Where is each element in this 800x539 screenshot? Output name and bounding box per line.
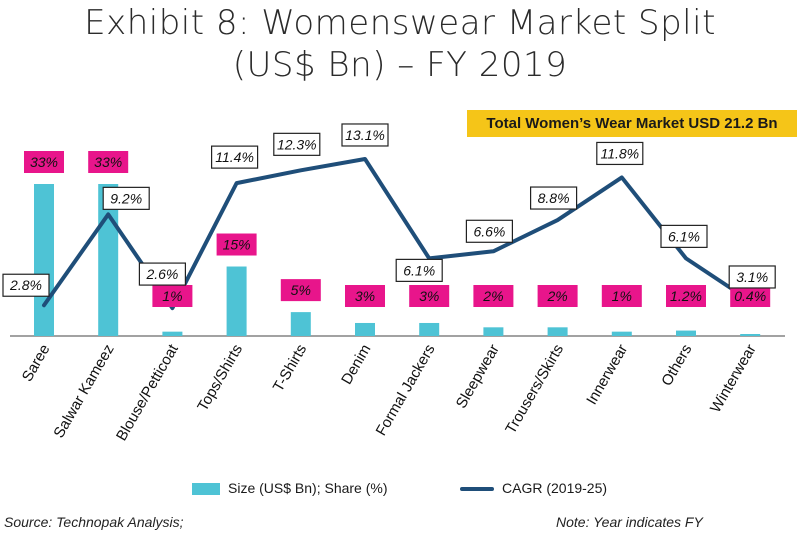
bar-6 [355,322,375,336]
legend-bar-label: Size (US$ Bn); Share (%) [228,480,388,496]
share-label-box-5 [280,279,321,302]
share-label-box-12 [730,285,771,307]
cagr-label-10: 11.8% [600,145,639,161]
category-label-11: Others [658,342,695,389]
share-label-9: 2% [546,288,567,304]
category-label-9: Trousers/Skirts [502,342,567,437]
legend-bar-swatch [192,483,220,496]
cagr-label-box-3 [138,262,186,286]
cagr-label-box-8 [465,219,513,243]
share-label-11: 1.2% [670,288,702,304]
cagr-label-box-9 [529,186,578,210]
legend-line: CAGR (2019-25) [460,480,607,496]
cagr-label-7: 6.1% [403,262,435,278]
bar-7 [419,322,440,336]
share-label-box-8 [473,285,514,307]
share-label-box-1 [24,151,64,173]
chart-title-line-1: Exhibit 8: Womenswear Market Split [84,3,716,43]
cagr-label-12: 3.1% [736,269,768,285]
cagr-label-9: 8.8% [538,190,570,206]
cagr-label-5: 12.3% [277,136,317,152]
category-label-2: Salwar Kameez [50,342,117,441]
share-label-1: 33% [30,154,58,170]
bar-10 [611,331,632,336]
share-label-box-4 [216,233,257,256]
cagr-label-box-1 [2,273,50,297]
cagr-label-6: 13.1% [345,127,385,143]
share-label-3: 1% [162,288,182,304]
share-label-12: 0.4% [734,288,766,304]
legend-line-swatch [460,487,494,492]
category-label-4: Tops/Shirts [194,342,246,415]
source-note: Source: Technopak Analysis; [4,514,184,530]
legend-line-label: CAGR (2019-25) [502,480,608,496]
chart-title-line-2: (US$ Bn) – FY 2019 [232,45,568,85]
bar-5 [290,312,311,336]
cagr-label-box-4 [211,145,259,169]
cagr-line [42,156,753,311]
category-label-10: Innerwear [583,341,631,407]
bar-4 [226,266,247,336]
cagr-label-box-10 [596,141,644,166]
bar-9 [547,327,568,336]
cagr-label-3: 2.6% [145,266,178,282]
cagr-label-box-5 [273,132,321,156]
cagr-label-box-7 [395,258,443,282]
share-label-box-9 [537,285,578,307]
cagr-label-4: 11.4% [215,149,254,165]
share-label-box-7 [409,285,450,307]
share-label-4: 15% [223,237,251,253]
share-label-box-11 [666,285,706,307]
category-label-12: Winterwear [707,342,760,416]
cagr-label-2: 9.2% [110,190,142,206]
cagr-label-1: 2.8% [9,277,42,293]
cagr-label-box-12 [728,265,776,289]
share-label-box-6 [345,285,385,307]
category-label-6: Denim [338,342,374,388]
year-note: Note: Year indicates FY [556,514,703,530]
cagr-label-box-6 [341,123,389,147]
bar-3 [162,331,183,336]
cagr-label-box-11 [660,224,708,248]
combo-chart: 33% 33% 1% 15% 5% 3% 3% 2% 2% 1% 1.2% 0.4% 2.8% 9.2% 2… [2,123,785,444]
category-label-3: Blouse/Petticoat [113,341,182,444]
cagr-label-11: 6.1% [668,228,700,244]
share-label-8: 2% [482,288,503,304]
bar-1 [34,184,54,336]
category-label-1: Saree [19,342,54,385]
share-label-10: 1% [612,288,632,304]
total-market-banner: Total Women’s Wear Market USD 21.2 Bn [467,110,797,137]
share-label-6: 3% [355,288,375,304]
cagr-label-box-2 [102,186,150,210]
category-label-7: Formal Jackers [373,342,439,439]
share-label-box-10 [601,285,642,307]
bar-8 [483,327,504,336]
share-label-box-3 [152,285,193,307]
category-label-8: Sleepwear [453,342,503,412]
share-label-5: 5% [291,282,311,298]
cagr-label-8: 6.6% [473,223,505,239]
share-label-7: 3% [419,288,439,304]
bar-12 [740,334,761,336]
share-label-box-2 [88,151,129,173]
legend-bar: Size (US$ Bn); Share (%) [192,480,388,496]
category-label-5: T-Shirts [270,342,311,395]
share-label-2: 33% [94,154,122,170]
bar-11 [676,330,696,336]
